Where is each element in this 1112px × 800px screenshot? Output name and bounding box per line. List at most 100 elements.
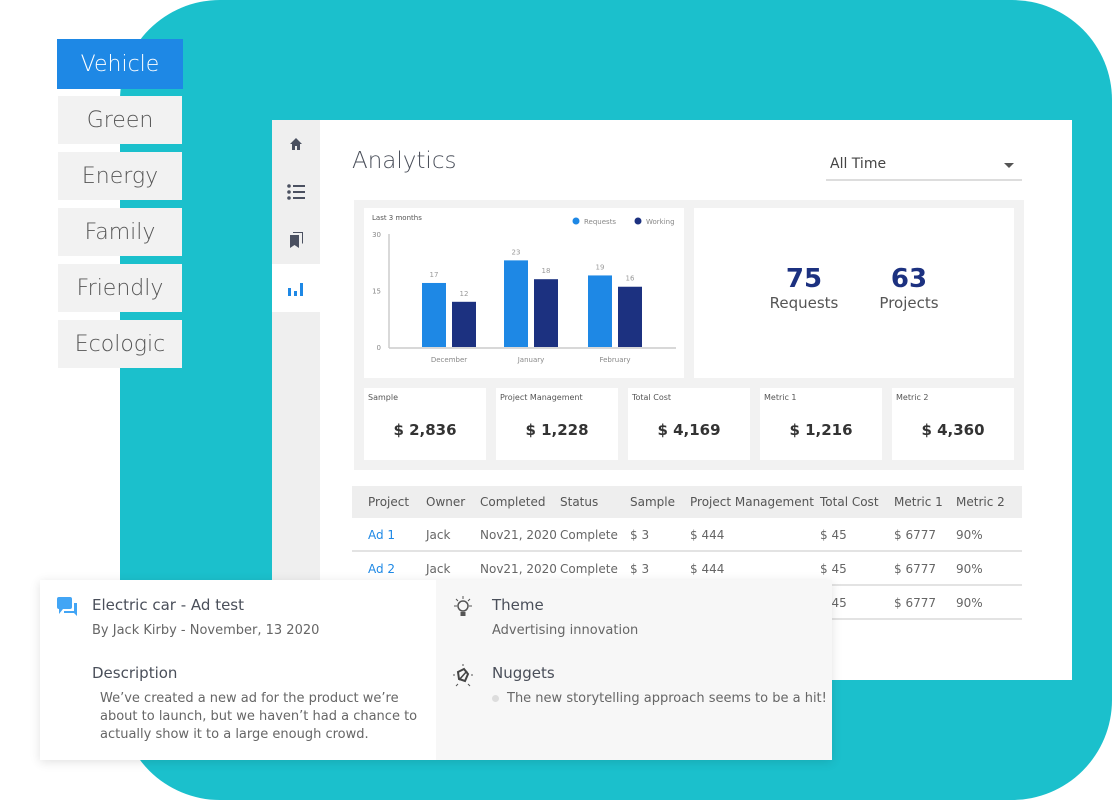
table-row[interactable]: Ad 2 Jack Nov21, 2020 Complete $ 3 $ 444 $ 45 $…: [352, 552, 1022, 586]
table-cell: $ 45: [820, 528, 847, 542]
column-header[interactable]: Completed: [480, 495, 546, 509]
nugget-item: The new storytelling approach seems to b…: [492, 690, 827, 708]
tag-vehicle[interactable]: Vehicle: [57, 39, 183, 89]
detail-right-pane: [436, 580, 832, 760]
theme-value: Advertising innovation: [492, 623, 639, 638]
tag-green[interactable]: Green: [58, 96, 182, 144]
table-cell: $ 3: [630, 562, 650, 576]
table-cell: $ 444: [690, 562, 725, 576]
metric-card: Sample $ 2,836: [364, 388, 486, 460]
bar-chart: Last 3 months 0 15 30 Requests Working Decembe…: [372, 214, 676, 364]
tag-family[interactable]: Family: [58, 208, 182, 256]
column-header[interactable]: Project: [368, 495, 410, 509]
column-header[interactable]: Metric 1: [894, 495, 943, 509]
dashboard-area: Last 3 months 0 15 30 Requests Working Decembe…: [354, 200, 1024, 470]
stat-value: 63: [890, 264, 928, 294]
metric-value: $ 2,836: [393, 421, 457, 439]
column-header[interactable]: Owner: [426, 495, 466, 509]
bar-value-label: 23: [512, 248, 521, 256]
selected-range: All Time: [830, 156, 887, 172]
bar-value-label: 16: [626, 275, 635, 283]
nuggets-heading: Nuggets: [492, 664, 555, 682]
stat-label: Requests: [769, 294, 839, 312]
column-header[interactable]: Project Management: [690, 495, 814, 509]
metric-label: Sample: [368, 393, 398, 402]
column-header[interactable]: Metric 2: [956, 495, 1005, 509]
home-icon: [290, 138, 302, 150]
x-tick-label: February: [599, 356, 630, 364]
bar-working: [452, 301, 476, 347]
project-link[interactable]: Ad 2: [368, 562, 396, 576]
bar-working: [618, 286, 642, 347]
bullet-icon: [492, 695, 499, 702]
table-row[interactable]: Ad 1 Jack Nov21, 2020 Complete $ 3 $ 444 $ 45 $…: [352, 518, 1022, 552]
detail-card: Electric car - Ad test By Jack Kirby - N…: [40, 580, 832, 760]
projects-table: Project Owner Completed Status Sample Project…: [352, 486, 1022, 620]
time-range-select[interactable]: All Time: [826, 150, 1022, 181]
metric-value: $ 1,216: [789, 421, 853, 439]
description-heading: Description: [92, 664, 178, 682]
detail-title: Electric car - Ad test: [92, 596, 244, 614]
table-cell: $ 45: [820, 562, 847, 576]
metric-value: $ 4,169: [657, 421, 721, 439]
stats-card: 75 Requests 63 Projects: [694, 208, 1014, 378]
analytics-panel: Analytics All Time Last 3 months 0 15 30 Req…: [272, 120, 1072, 680]
metric-card: Metric 2 $ 4,360: [892, 388, 1014, 460]
bar-requests: [504, 260, 528, 347]
stat-label: Projects: [879, 294, 939, 312]
bar-value-label: 18: [542, 267, 551, 275]
table-cell: 90%: [956, 562, 983, 576]
table-cell: $ 6777: [894, 596, 936, 610]
legend-label: Requests: [584, 218, 616, 226]
bar-requests: [422, 282, 446, 347]
column-header[interactable]: Status: [560, 495, 599, 509]
table-cell: Complete: [560, 562, 618, 576]
column-header[interactable]: Sample: [630, 495, 675, 509]
metric-label: Total Cost: [632, 393, 672, 402]
bar-value-label: 19: [596, 263, 605, 271]
detail-byline: By Jack Kirby - November, 13 2020: [92, 623, 320, 638]
table-cell: $ 3: [630, 528, 650, 542]
column-header[interactable]: Total Cost: [820, 495, 879, 509]
table-cell: $ 6777: [894, 528, 936, 542]
stat-projects: 63 Projects: [864, 264, 954, 312]
sidebar-item-analytics[interactable]: [272, 264, 320, 312]
table-cell: $ 6777: [894, 562, 936, 576]
chat-icon: [57, 597, 77, 616]
bookmarks-icon: [290, 232, 303, 248]
metric-value: $ 1,228: [525, 421, 589, 439]
legend-label: Working: [646, 218, 675, 226]
metric-card: Metric 1 $ 1,216: [760, 388, 882, 460]
sidebar-item-bookmarks[interactable]: [272, 216, 320, 264]
table-header: Project Owner Completed Status Sample Project…: [352, 486, 1022, 518]
lightbulb-icon: [454, 596, 472, 616]
metric-card: Project Management $ 1,228: [496, 388, 618, 460]
bar-value-label: 17: [430, 271, 439, 279]
chart-title: Last 3 months: [372, 214, 422, 222]
table-cell: Nov21, 2020: [480, 562, 557, 576]
table-cell: 90%: [956, 596, 983, 610]
sidebar-item-home[interactable]: [272, 120, 320, 168]
y-tick-label: 30: [372, 231, 381, 239]
bar-chart-icon: [288, 283, 303, 296]
table-cell: $ 444: [690, 528, 725, 542]
x-tick-label: December: [431, 356, 467, 364]
page-title: Analytics: [352, 148, 457, 174]
sidebar-item-list[interactable]: [272, 168, 320, 216]
y-tick-label: 0: [377, 344, 381, 352]
metric-value: $ 4,360: [921, 421, 985, 439]
list-icon: [287, 184, 305, 200]
table-cell: Jack: [426, 562, 451, 576]
bar-working: [534, 279, 558, 347]
project-link[interactable]: Ad 1: [368, 528, 396, 542]
tag-friendly[interactable]: Friendly: [58, 264, 182, 312]
theme-heading: Theme: [492, 596, 544, 614]
tag-ecologic[interactable]: Ecologic: [58, 320, 182, 368]
metric-label: Metric 2: [896, 393, 929, 402]
bar-requests: [588, 275, 612, 347]
tag-energy[interactable]: Energy: [58, 152, 182, 200]
description-text: We’ve created a new ad for the product w…: [100, 691, 418, 742]
x-tick-label: January: [517, 356, 545, 364]
legend-marker: [572, 217, 580, 225]
chart-card: Last 3 months 0 15 30 Requests Working Decembe…: [364, 208, 684, 378]
